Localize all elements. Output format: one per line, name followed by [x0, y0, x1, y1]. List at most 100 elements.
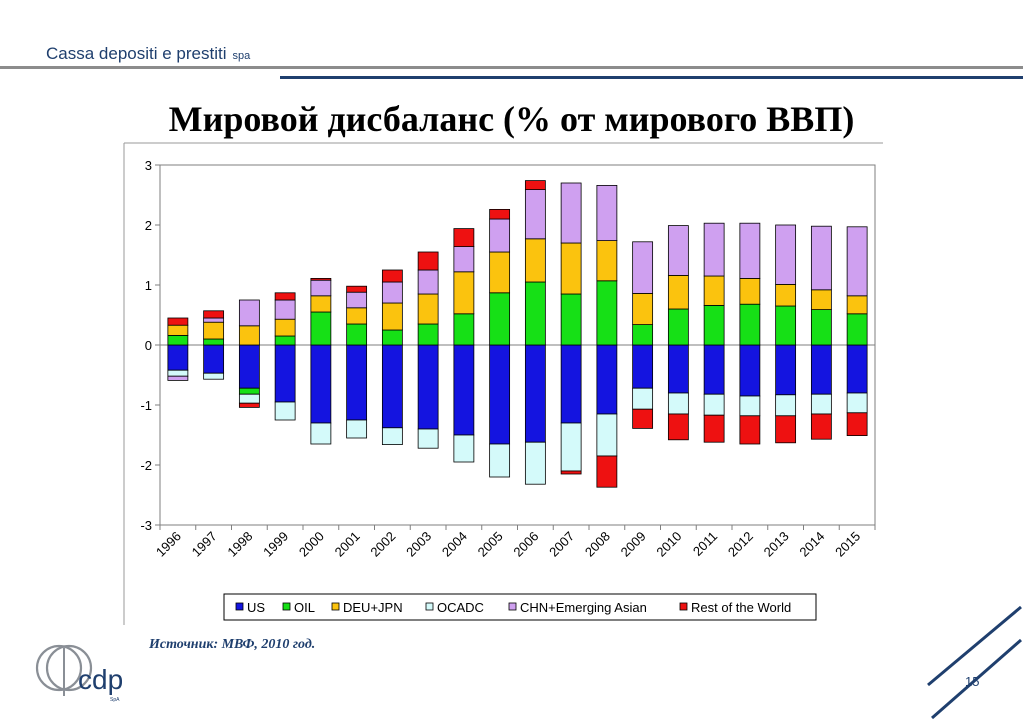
bar-segment [274, 335, 296, 346]
x-tick-label: 2006 [510, 529, 541, 560]
bar-segment [632, 292, 654, 325]
bar-segment [346, 285, 368, 293]
bar-segment [524, 189, 546, 240]
bar-segment [238, 344, 260, 389]
bar-segment [489, 251, 511, 294]
bar-segment [667, 344, 689, 394]
bar-segment [453, 246, 475, 273]
bar-segment [846, 392, 868, 414]
bar-segment [560, 293, 582, 346]
x-tick-label: 1997 [189, 529, 220, 560]
bar-segment [739, 303, 761, 346]
y-tick-label: 3 [145, 158, 152, 173]
bar-segment [846, 412, 868, 436]
bar-segment [489, 218, 511, 253]
legend-swatch [508, 602, 517, 611]
header-rule-blue [280, 76, 1023, 79]
slide-title: Мировой дисбаланс (% от мирового ВВП) [168, 99, 855, 139]
bar-segment [381, 302, 403, 331]
x-tick-label: 2009 [618, 529, 649, 560]
bar-segment [417, 293, 439, 325]
y-tick-label: -1 [140, 398, 152, 413]
y-tick-label: -2 [140, 458, 152, 473]
bar-segment [775, 415, 797, 444]
bar-segment [560, 182, 582, 244]
legend-label: OIL [294, 600, 315, 615]
logo-small-text: SpA [110, 697, 120, 703]
bar-segment [274, 318, 296, 337]
bar-segment [203, 338, 225, 346]
legend-box [223, 593, 817, 621]
bar-segment [453, 228, 475, 248]
bar-segment [310, 344, 332, 424]
bar-segment [417, 323, 439, 346]
bar-segment [381, 427, 403, 445]
header-rule-gray [0, 66, 1023, 69]
bar-segment [667, 274, 689, 310]
x-tick-label: 2003 [403, 529, 434, 560]
bar-segment [703, 414, 725, 443]
legend-label: CHN+Emerging Asian [520, 600, 647, 615]
bar-segment [703, 344, 725, 395]
bar-segment [632, 344, 654, 389]
bar-segment [703, 222, 725, 277]
bar-segment [238, 387, 260, 395]
x-tick-label: 2013 [761, 529, 792, 560]
x-tick-label: 2008 [582, 529, 613, 560]
bar-segment [381, 281, 403, 304]
bar-segment [810, 344, 832, 395]
legend-swatch [235, 602, 244, 611]
bar-segment [632, 408, 654, 429]
bar-segment [417, 269, 439, 295]
bar-segment [346, 307, 368, 325]
x-tick-label: 2012 [725, 529, 756, 560]
bar-segment [524, 180, 546, 191]
bar-segment [346, 344, 368, 421]
bar-segment [596, 344, 618, 415]
bar-segment [310, 422, 332, 445]
bar-segment [453, 344, 475, 436]
bar-segment [846, 295, 868, 315]
bar-segment [167, 375, 189, 381]
logo-text: cdp [78, 664, 123, 695]
bar-segment [417, 251, 439, 271]
bar-segment [560, 344, 582, 424]
bar-segment [417, 344, 439, 430]
bar-segment [810, 413, 832, 440]
bar-segment [274, 401, 296, 421]
x-tick-label: 1999 [260, 529, 291, 560]
bar-segment [346, 291, 368, 309]
legend-label: Rest of the World [691, 600, 791, 615]
bar-segment [489, 344, 511, 445]
bar-segment [703, 304, 725, 346]
bar-segment [596, 240, 618, 282]
bar-segment [524, 344, 546, 443]
bar-segment [346, 419, 368, 439]
bar-segment [310, 277, 332, 281]
legend-swatch [331, 602, 340, 611]
bar-segment [524, 238, 546, 283]
bar-segment [489, 443, 511, 478]
bar-segment [167, 317, 189, 326]
y-tick-label: -3 [140, 518, 152, 533]
bar-segment [310, 295, 332, 313]
bar-segment [453, 434, 475, 463]
bar-segment [310, 279, 332, 297]
bar-segment [846, 226, 868, 297]
bar-segment [739, 222, 761, 279]
bar-segment [524, 441, 546, 485]
bar-segment [775, 224, 797, 285]
bar-segment [274, 299, 296, 320]
x-tick-label: 2014 [796, 529, 827, 560]
bar-segment [632, 387, 654, 410]
y-tick-label: 1 [145, 278, 152, 293]
bar-segment [667, 225, 689, 276]
bar-segment [739, 344, 761, 397]
bar-segment [775, 305, 797, 346]
bar-segment [560, 242, 582, 295]
bar-segment [238, 402, 260, 408]
bar-segment [381, 344, 403, 429]
legend-swatch [679, 602, 688, 611]
bar-segment [167, 369, 189, 377]
